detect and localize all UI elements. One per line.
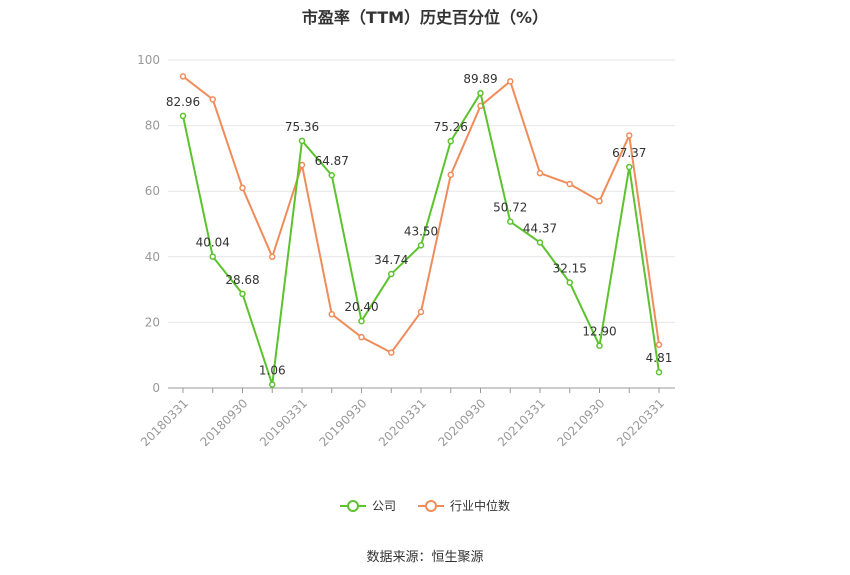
y-tick-label: 20	[145, 315, 160, 329]
data-point-industry	[179, 73, 187, 80]
x-tick-label: 20210331	[495, 396, 548, 449]
data-label: 4.81	[646, 351, 673, 365]
y-tick-label: 60	[145, 184, 160, 198]
data-point-industry	[566, 180, 573, 188]
y-tick-label: 100	[137, 53, 160, 67]
legend: 公司 行业中位数	[0, 497, 850, 514]
data-point-industry	[328, 310, 335, 318]
data-point-company	[536, 239, 544, 246]
x-tick-label: 20220331	[614, 396, 667, 449]
data-label: 75.36	[285, 120, 319, 134]
data-label: 20.40	[344, 300, 378, 314]
legend-marker-company	[339, 499, 366, 513]
chart-title: 市盈率（TTM）历史百分位（%）	[301, 8, 549, 27]
data-label: 40.04	[196, 236, 230, 250]
data-point-company	[269, 381, 276, 388]
x-tick-label: 20200930	[435, 396, 488, 449]
data-point-industry	[417, 308, 425, 316]
x-tick-label: 20180331	[138, 396, 191, 449]
data-point-industry	[626, 132, 633, 139]
data-label: 12.90	[582, 325, 616, 339]
data-point-industry	[269, 253, 276, 261]
y-tick-label: 80	[145, 119, 160, 133]
data-label: 34.74	[374, 253, 408, 267]
data-point-company	[358, 317, 365, 325]
data-point-industry	[358, 333, 365, 341]
data-label: 1.06	[259, 364, 286, 378]
data-point-company	[566, 279, 573, 286]
data-point-company	[447, 137, 454, 145]
x-tick-label: 20200331	[376, 396, 429, 449]
data-point-company	[388, 270, 395, 278]
data-point-industry	[447, 171, 454, 179]
x-tick-label: 20190331	[257, 396, 310, 449]
source-note: 数据来源：恒生聚源	[366, 550, 484, 565]
data-point-company	[179, 112, 187, 120]
data-label: 28.68	[225, 273, 259, 287]
data-label: 64.87	[315, 154, 349, 168]
x-tick-label: 20210930	[554, 396, 607, 449]
data-label: 43.50	[404, 224, 438, 238]
data-point-industry	[596, 197, 603, 205]
legend-marker-industry	[418, 499, 444, 513]
y-tick-label: 0	[152, 381, 160, 395]
data-label: 82.96	[166, 95, 200, 109]
data-point-industry	[239, 184, 246, 192]
data-point-company	[417, 242, 425, 249]
data-point-company	[209, 253, 216, 260]
data-point-company	[328, 171, 335, 179]
data-point-company	[507, 218, 514, 225]
legend-label-company: 公司	[371, 499, 396, 513]
data-label: 75.26	[434, 120, 468, 134]
data-label: 32.15	[553, 262, 587, 276]
legend-item-industry[interactable]: 行业中位数	[418, 497, 510, 514]
data-point-industry	[507, 78, 514, 85]
data-point-industry	[655, 341, 663, 348]
x-tick-label: 20190930	[316, 396, 369, 449]
data-point-industry	[536, 169, 544, 177]
y-tick-label: 40	[145, 250, 160, 264]
data-point-company	[655, 368, 663, 376]
data-point-industry	[388, 349, 395, 356]
data-point-company	[626, 163, 633, 171]
x-tick-label: 20180930	[197, 396, 250, 449]
data-point-industry	[209, 96, 216, 103]
series-line-company	[182, 92, 660, 386]
data-label: 50.72	[493, 201, 527, 215]
legend-label-industry: 行业中位数	[450, 499, 511, 513]
data-label: 44.37	[523, 221, 557, 235]
data-point-company	[596, 342, 603, 349]
data-point-company	[477, 89, 484, 97]
data-label: 89.89	[463, 72, 497, 86]
data-label: 67.37	[612, 146, 646, 160]
legend-item-company[interactable]: 公司	[339, 497, 396, 514]
data-point-company	[298, 137, 306, 145]
data-point-company	[239, 290, 246, 298]
